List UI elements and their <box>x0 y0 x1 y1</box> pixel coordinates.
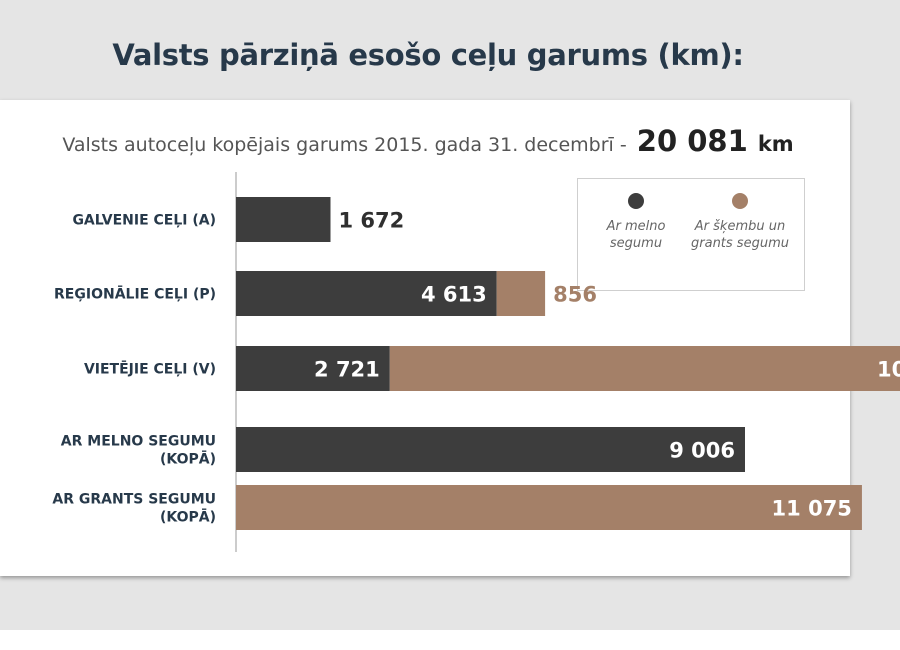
legend-item-gravel: Ar šķembu un grants segumu <box>685 191 795 252</box>
data-label-asphalt: 4 613 <box>421 283 487 307</box>
bar-asphalt <box>236 197 331 242</box>
legend-label-asphalt: Ar melno segumu <box>606 219 666 251</box>
legend: Ar melno segumu Ar šķembu un grants segu… <box>577 178 805 291</box>
subtitle-text: Valsts autoceļu kopējais garums 2015. ga… <box>62 134 627 156</box>
legend-dot-gravel <box>732 193 748 209</box>
subtitle: Valsts autoceļu kopējais garums 2015. ga… <box>0 124 856 158</box>
bar-asphalt <box>236 427 745 472</box>
legend-dot-asphalt <box>628 193 644 209</box>
legend-label-gravel: Ar šķembu un grants segumu <box>691 219 789 251</box>
data-label-gravel: 11 075 <box>772 497 852 521</box>
bar-asphalt <box>236 346 390 391</box>
bar-gravel <box>236 485 862 530</box>
bar-asphalt <box>236 271 497 316</box>
bar-gravel <box>496 271 546 316</box>
category-label: VIETĒJIE CEĻI (V) <box>84 360 216 378</box>
page-background: Valsts pārziņā esošo ceļu garums (km): V… <box>0 0 900 630</box>
category-label: GALVENIE CEĻI (A) <box>72 213 216 229</box>
bar-chart: GALVENIE CEĻI (A) 1 672 REĢIONĀLIE CEĻI (P… <box>52 172 900 552</box>
data-label-asphalt: 1 672 <box>338 209 404 233</box>
total-length: 20 081 <box>636 124 748 158</box>
data-label-asphalt: 2 721 <box>314 358 380 382</box>
page-title: Valsts pārziņā esošo ceļu garums (km): <box>112 38 744 72</box>
category-label: AR GRANTS SEGUMU (KOPĀ) <box>52 492 216 526</box>
category-label: REĢIONĀLIE CEĻI (P) <box>54 285 216 303</box>
bar-gravel <box>389 346 900 391</box>
total-unit: km <box>757 132 794 156</box>
category-label: AR MELNO SEGUMU (KOPĀ) <box>61 434 216 468</box>
data-label-gravel: 10 219 <box>877 358 900 382</box>
legend-item-asphalt: Ar melno segumu <box>581 191 691 252</box>
data-label-gravel: 856 <box>553 283 597 307</box>
data-label-asphalt: 9 006 <box>669 439 735 463</box>
